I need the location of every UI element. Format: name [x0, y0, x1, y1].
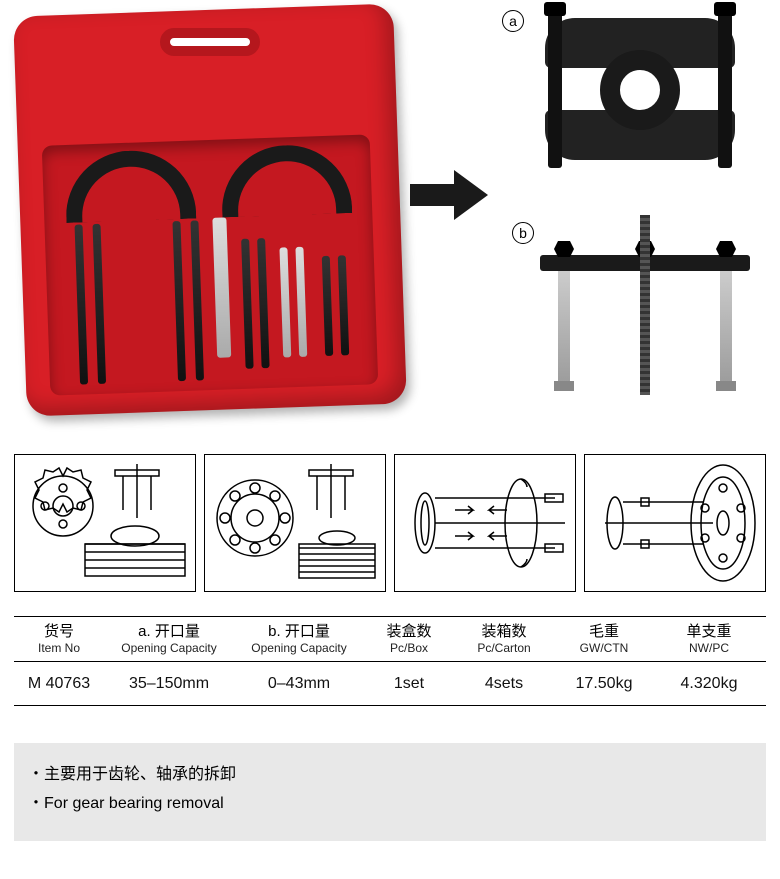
tool-case-photo — [20, 10, 400, 410]
cell-pc-box: 1set — [364, 669, 454, 699]
col-header: 毛重GW/CTN — [554, 617, 654, 661]
col-header: a. 开口量Opening Capacity — [104, 617, 234, 661]
usage-diagram-3 — [394, 454, 576, 592]
note-line-cn: 主要用于齿轮、轴承的拆卸 — [28, 761, 752, 790]
cell-opening-a: 35–150mm — [104, 669, 234, 699]
tool-rod-silver — [295, 247, 307, 357]
notes-box: 主要用于齿轮、轴承的拆卸 For gear bearing removal — [14, 740, 766, 841]
tool-rod — [93, 224, 107, 384]
tool-rod — [75, 224, 89, 384]
product-hero: a b — [0, 0, 780, 430]
spec-table: 货号Item No a. 开口量Opening Capacity b. 开口量O… — [14, 616, 766, 706]
tool-rod — [172, 221, 186, 381]
col-header: 货号Item No — [14, 617, 104, 661]
col-header: 装箱数Pc/Carton — [454, 617, 554, 661]
col-header: 单支重NW/PC — [654, 617, 764, 661]
usage-diagram-1 — [14, 454, 196, 592]
table-header-row: 货号Item No a. 开口量Opening Capacity b. 开口量O… — [14, 616, 766, 662]
separator-arc — [64, 148, 196, 222]
case-handle — [160, 28, 260, 56]
arrow-icon — [410, 170, 490, 220]
note-line-en: For gear bearing removal — [28, 790, 752, 819]
cell-opening-b: 0–43mm — [234, 669, 364, 699]
col-header: b. 开口量Opening Capacity — [234, 617, 364, 661]
col-header: 装盒数Pc/Box — [364, 617, 454, 661]
cell-pc-carton: 4sets — [454, 669, 554, 699]
tool-rod — [322, 256, 333, 356]
usage-diagram-4 — [584, 454, 766, 592]
cell-item-no: M 40763 — [14, 669, 104, 699]
usage-diagram-2 — [204, 454, 386, 592]
part-b-puller — [540, 215, 750, 405]
callout-a: a — [502, 10, 524, 32]
tool-rod-silver — [279, 247, 291, 357]
part-a-separator — [530, 0, 750, 180]
callout-b: b — [512, 222, 534, 244]
separator-arc — [220, 143, 352, 217]
cell-nw: 4.320kg — [654, 669, 764, 699]
tool-rod — [257, 238, 270, 368]
case-interior — [42, 134, 379, 395]
tool-rod — [338, 255, 349, 355]
table-row: M 40763 35–150mm 0–43mm 1set 4sets 17.50… — [14, 662, 766, 706]
cell-gw: 17.50kg — [554, 669, 654, 699]
tool-rod — [190, 220, 204, 380]
tool-rod-silver — [212, 217, 231, 357]
tool-rod — [241, 239, 254, 369]
usage-diagram-row — [14, 454, 766, 592]
